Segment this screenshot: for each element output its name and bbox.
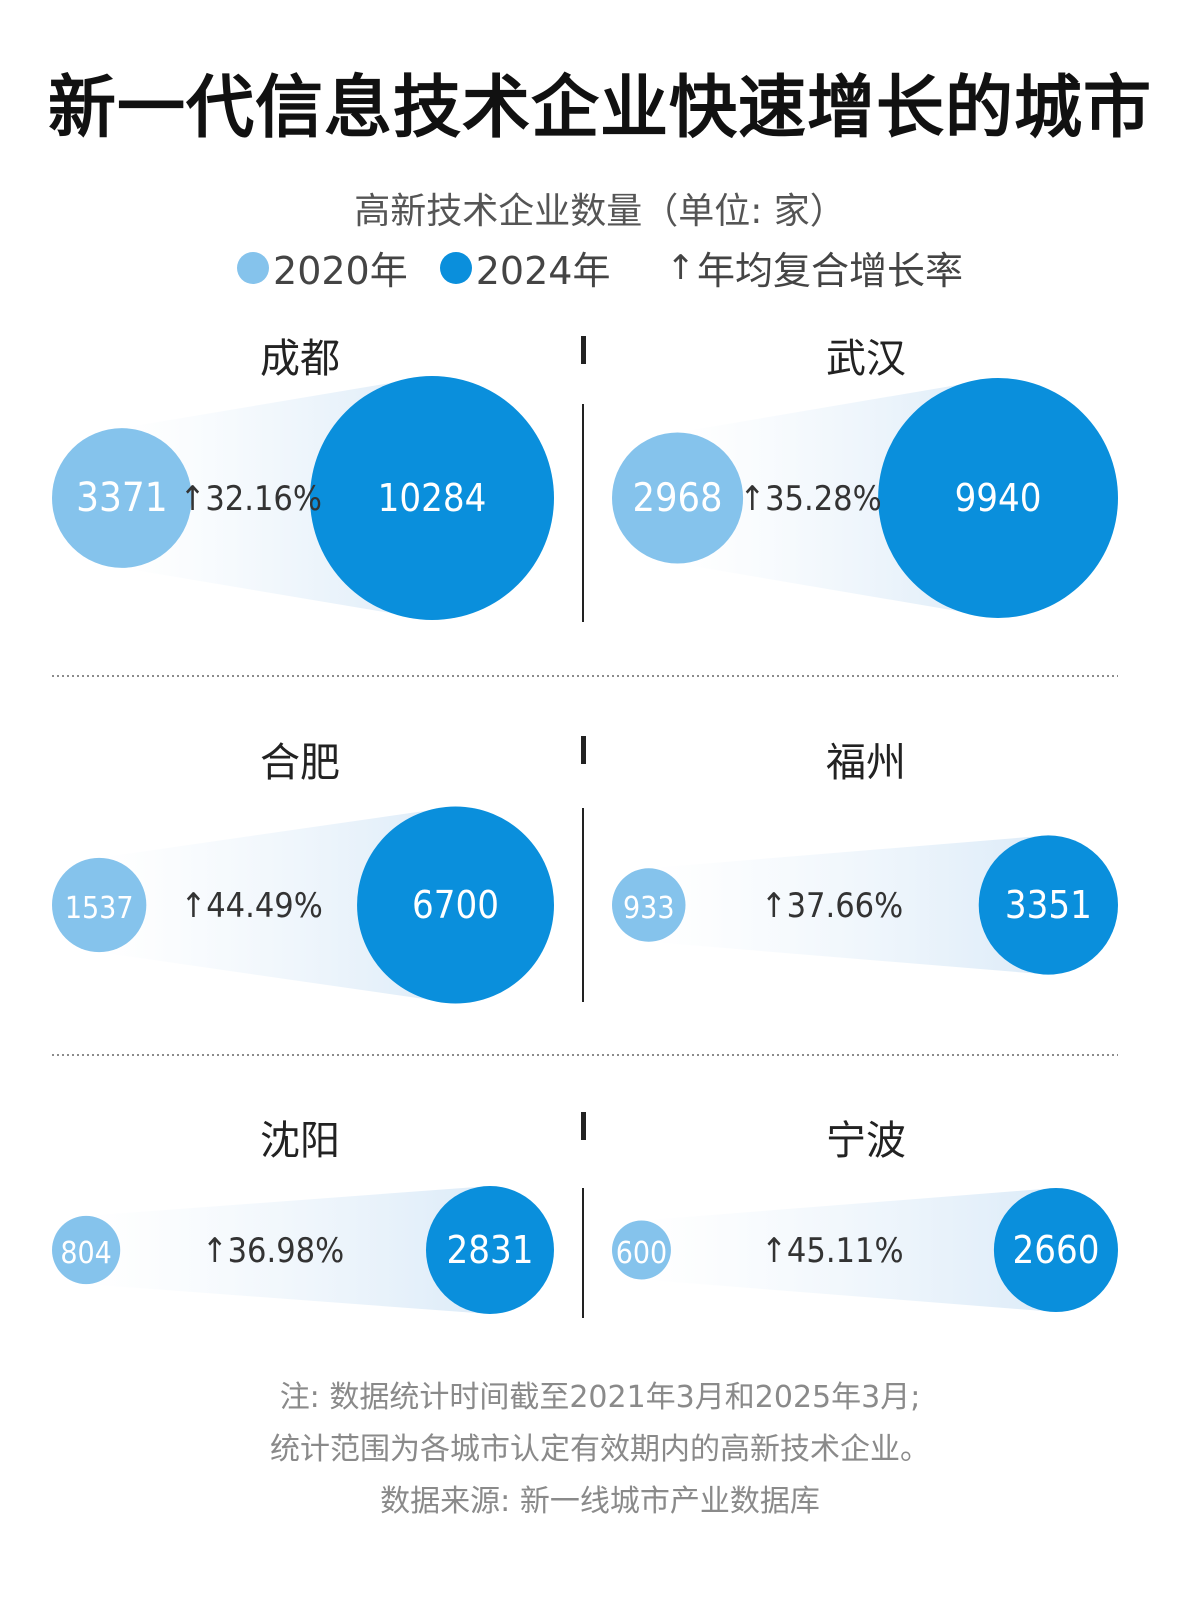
note-line-1: 注: 数据统计时间截至2021年3月和2025年3月; (279, 1380, 921, 1415)
value-label-2020: 933 (623, 891, 675, 926)
bubble-2020 (52, 428, 192, 568)
value-label-2024: 10284 (378, 476, 487, 520)
growth-cone (641, 1187, 1056, 1313)
growth-rate-label: ↑36.98% (202, 1231, 344, 1271)
value-label-2024: 9940 (955, 476, 1042, 520)
legend-item-growth: ↑ 年均复合增长率 (666, 240, 963, 295)
bubble-2020 (51, 1215, 121, 1285)
page-title: 新一代信息技术企业快速增长的城市 (47, 69, 1152, 148)
city-name: 武汉 (826, 336, 906, 382)
legend: 2020年 2024年 ↑ 年均复合增长率 (0, 240, 1200, 295)
growth-rate-label: ↑37.66% (761, 886, 903, 926)
bubble-2020 (51, 857, 147, 953)
legend-dot-2020 (237, 251, 270, 284)
city-name: 沈阳 (260, 1118, 340, 1164)
growth-rate-label: ↑35.28% (739, 479, 881, 519)
title-divider (581, 736, 586, 764)
bubble-2024 (878, 378, 1118, 618)
title-divider (581, 336, 586, 364)
bubble-2024 (978, 835, 1118, 975)
value-label-2020: 2968 (633, 476, 723, 521)
bubble-2020 (612, 432, 744, 564)
bubble-2024 (425, 1185, 554, 1315)
bubble-2020 (612, 1220, 671, 1280)
bubble-2024 (993, 1187, 1118, 1313)
city-name: 合肥 (260, 740, 340, 786)
growth-rate-label: ↑44.49% (181, 886, 323, 926)
growth-rate-label: ↑45.11% (761, 1231, 903, 1271)
legend-label-2024: 2024年 (475, 249, 611, 293)
bubble-2024 (310, 376, 554, 620)
growth-cone (99, 806, 456, 1004)
growth-rate-label: ↑32.16% (180, 479, 322, 519)
up-arrow-icon: ↑ (666, 247, 695, 288)
city-name: 福州 (826, 740, 906, 786)
bubble-2024 (357, 806, 554, 1004)
value-label-2020: 1537 (65, 891, 134, 926)
legend-label-growth: 年均复合增长率 (696, 249, 963, 293)
data-source: 数据来源: 新一线城市产业数据库 (380, 1484, 820, 1519)
value-label-2020: 804 (60, 1236, 112, 1271)
legend-label-2020: 2020年 (273, 249, 408, 293)
legend-item-2020: 2020年 (237, 240, 408, 295)
chart-subtitle: 高新技术企业数量（单位: 家） (354, 191, 846, 232)
legend-dot-2024 (439, 251, 472, 284)
value-label-2020: 3371 (76, 475, 168, 521)
value-label-2024: 2660 (1012, 1228, 1099, 1272)
city-name: 宁波 (826, 1118, 906, 1164)
title-divider (581, 1112, 586, 1140)
city-name: 成都 (260, 336, 340, 382)
growth-cone (648, 835, 1049, 975)
note-line-2: 统计范围为各城市认定有效期内的高新技术企业。 (270, 1432, 930, 1467)
value-label-2024: 2831 (446, 1228, 533, 1272)
value-label-2020: 600 (616, 1236, 668, 1271)
growth-cone (86, 1185, 490, 1315)
legend-item-2024: 2024年 (439, 240, 611, 295)
value-label-2024: 3351 (1005, 883, 1092, 927)
bubble-2020 (612, 868, 686, 942)
value-label-2024: 6700 (412, 883, 499, 927)
